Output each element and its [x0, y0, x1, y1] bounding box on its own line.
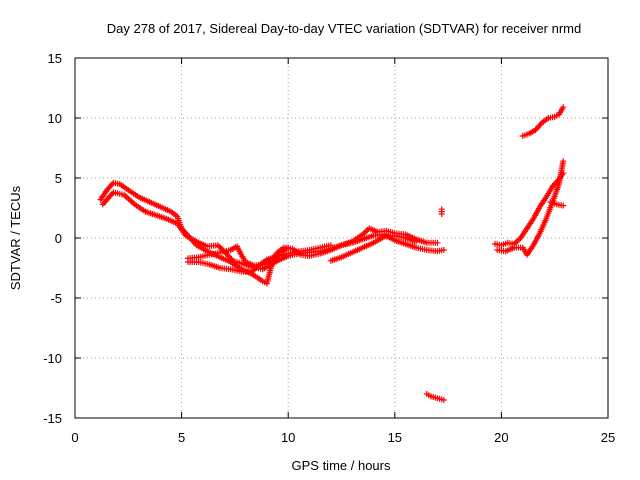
data-point	[413, 238, 420, 245]
y-axis-label: SDTVAR / TECUs	[8, 185, 23, 290]
series-track-11	[547, 199, 567, 209]
data-point	[440, 247, 447, 253]
series-track-3	[184, 225, 441, 269]
x-tick-label: 15	[388, 430, 402, 445]
y-tick-label: -5	[50, 291, 62, 306]
x-tick-label: 0	[71, 430, 78, 445]
data-point	[216, 243, 223, 250]
x-tick-label: 20	[494, 430, 508, 445]
data-point	[434, 239, 441, 246]
series-track-9	[494, 158, 567, 258]
data-point	[438, 206, 445, 213]
axis-ticks: 0 5 10 15 20 25 15 10 5 0 -5 -10 -15	[43, 51, 615, 445]
y-tick-label: -15	[43, 411, 62, 426]
x-tick-label: 10	[281, 430, 295, 445]
x-axis-label: GPS time / hours	[292, 458, 391, 473]
data-point	[327, 242, 334, 249]
y-tick-label: -10	[43, 351, 62, 366]
data-point	[560, 104, 567, 111]
series-track-10	[519, 104, 567, 139]
y-tick-label: 5	[55, 171, 62, 186]
data-point	[440, 397, 447, 403]
x-tick-label: 25	[601, 430, 615, 445]
series-track-4	[184, 242, 334, 275]
y-tick-label: 15	[48, 51, 62, 66]
grid	[75, 58, 608, 418]
data-point	[560, 158, 567, 165]
data-points	[97, 104, 567, 403]
plot-frame	[74, 57, 609, 419]
y-tick-label: 10	[48, 111, 62, 126]
series-track-8	[492, 170, 567, 249]
y-tick-label: 0	[55, 231, 62, 246]
chart-title: Day 278 of 2017, Sidereal Day-to-day VTE…	[107, 21, 581, 36]
series-track-6	[438, 206, 445, 217]
data-point	[560, 202, 567, 209]
series-track-5	[327, 232, 420, 264]
x-tick-label: 5	[178, 430, 185, 445]
series-track-7	[423, 391, 447, 403]
